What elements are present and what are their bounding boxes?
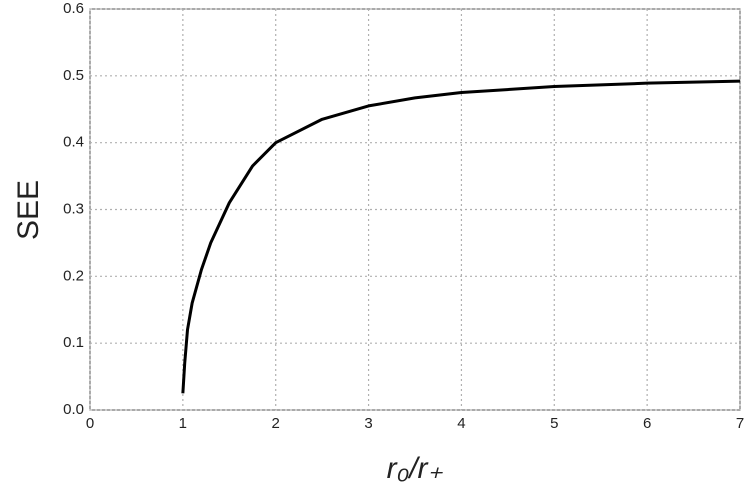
x-tick-label: 0 <box>86 415 94 432</box>
y-axis-label: SEE <box>12 180 45 240</box>
y-tick-label: 0.6 <box>63 0 84 17</box>
y-tick-label: 0.3 <box>63 200 84 217</box>
y-tick-label: 0.1 <box>63 334 84 351</box>
y-tick-label: 0.0 <box>63 401 84 418</box>
x-axis-label: r₀/r₊ <box>387 452 444 485</box>
x-tick-label: 5 <box>550 415 558 432</box>
data-line <box>181 79 741 394</box>
y-tick-label: 0.4 <box>63 134 84 151</box>
y-tick-label: 0.2 <box>63 267 84 284</box>
y-tick-label: 0.5 <box>63 67 84 84</box>
x-tick-label: 4 <box>457 415 465 432</box>
x-tick-label: 6 <box>643 415 651 432</box>
x-tick-label: 2 <box>272 415 280 432</box>
x-tick-label: 1 <box>179 415 187 432</box>
x-tick-label: 7 <box>736 415 744 432</box>
x-tick-label: 3 <box>364 415 372 432</box>
